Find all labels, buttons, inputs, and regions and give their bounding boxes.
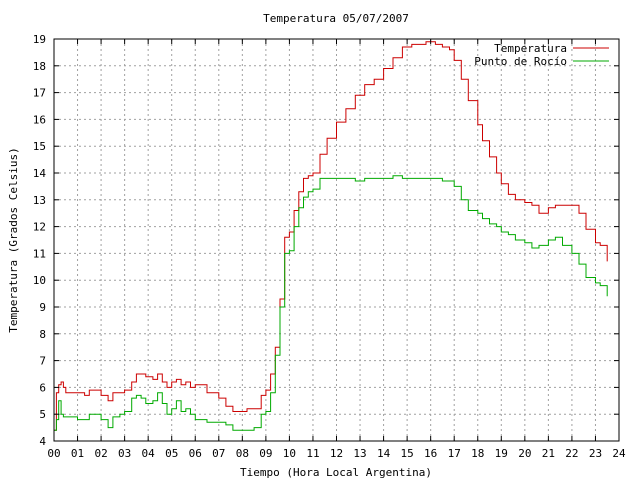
series-line-0 (54, 41, 608, 431)
y-tick-label: 4 (39, 435, 46, 448)
x-tick-label: 18 (471, 447, 484, 460)
y-tick-label: 5 (39, 408, 46, 421)
y-tick-label: 13 (33, 194, 46, 207)
y-axis-label: Temperatura (Grados Celsius) (7, 147, 20, 332)
x-tick-label: 21 (542, 447, 555, 460)
x-axis-label: Tiempo (Hora Local Argentina) (240, 466, 432, 479)
x-tick-label: 20 (518, 447, 531, 460)
legend-label-punto-de-rocio: Punto de Rocío (474, 55, 567, 68)
grid (54, 39, 619, 441)
x-tick-label: 07 (212, 447, 225, 460)
x-tick-label: 09 (259, 447, 272, 460)
x-tick-label: 23 (589, 447, 602, 460)
y-tick-label: 7 (39, 355, 46, 368)
y-tick-label: 17 (33, 87, 46, 100)
chart-title: Temperatura 05/07/2007 (263, 12, 409, 25)
x-tick-label: 08 (236, 447, 249, 460)
x-tick-label: 05 (165, 447, 178, 460)
legend-entry-temperatura: Temperatura (494, 42, 609, 55)
y-tick-label: 9 (39, 301, 46, 314)
x-tick-label: 15 (401, 447, 414, 460)
x-tick-label: 16 (424, 447, 437, 460)
x-tick-label: 13 (353, 447, 366, 460)
y-tick-label: 14 (33, 167, 47, 180)
x-tick-label: 19 (495, 447, 508, 460)
x-tick-label: 06 (189, 447, 202, 460)
x-tick-label: 10 (283, 447, 296, 460)
y-tick-label: 12 (33, 221, 46, 234)
x-tick-label: 00 (47, 447, 60, 460)
x-tick-label: 04 (142, 447, 156, 460)
x-tick-label: 03 (118, 447, 131, 460)
x-tick-label: 14 (377, 447, 391, 460)
y-tick-label: 18 (33, 60, 46, 73)
y-tick-label: 8 (39, 328, 46, 341)
legend-label-temperatura: Temperatura (494, 42, 567, 55)
legend-entry-punto-de-rocio: Punto de Rocío (474, 55, 609, 68)
x-axis-ticks: 00 01 02 03 04 05 06 07 08 09 10 11 12 13 14 15 16 17 18 19… (47, 39, 626, 460)
y-axis-ticks: 4 5 6 7 8 9 10 11 12 13 14 15 16 17 18 19 (33, 33, 619, 448)
x-tick-label: 02 (94, 447, 107, 460)
x-tick-label: 17 (448, 447, 461, 460)
series-line-1 (54, 175, 608, 431)
legend: Temperatura Punto de Rocío (474, 42, 609, 68)
y-tick-label: 11 (33, 247, 46, 260)
x-tick-label: 01 (71, 447, 84, 460)
y-tick-label: 16 (33, 113, 46, 126)
y-tick-label: 6 (39, 381, 46, 394)
x-tick-label: 22 (565, 447, 578, 460)
x-tick-label: 11 (306, 447, 319, 460)
x-tick-label: 12 (330, 447, 343, 460)
y-tick-label: 15 (33, 140, 46, 153)
y-tick-label: 10 (33, 274, 46, 287)
series-lines (54, 41, 608, 431)
y-tick-label: 19 (33, 33, 46, 46)
x-tick-label: 24 (612, 447, 626, 460)
